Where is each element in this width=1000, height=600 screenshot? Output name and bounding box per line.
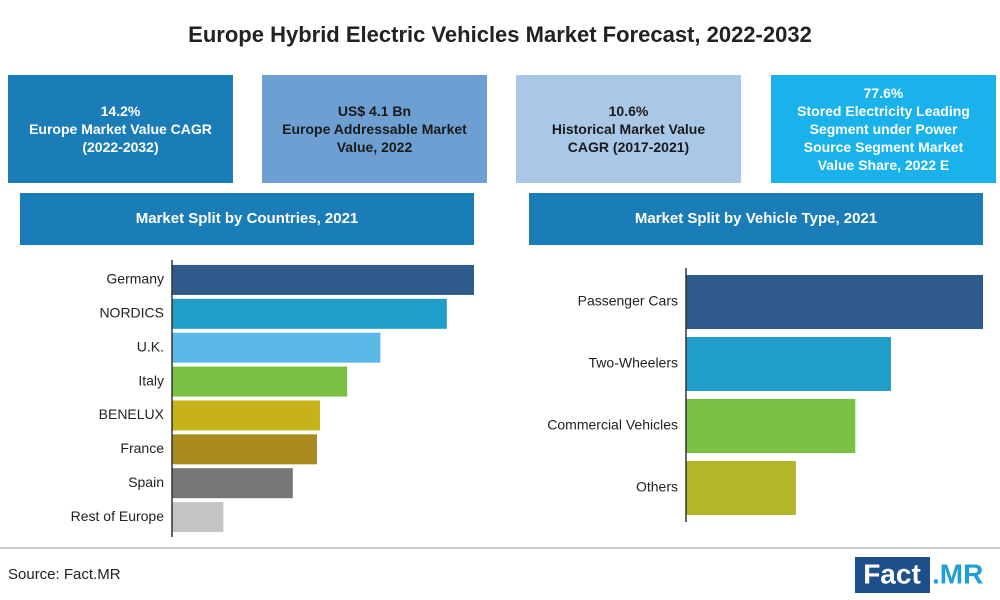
category-label: Commercial Vehicles (547, 417, 678, 433)
category-label: Spain (128, 474, 164, 490)
bar (686, 399, 856, 453)
bar (686, 337, 891, 391)
kpi-line: Segment under Power (809, 121, 958, 137)
kpi-line: Historical Market Value (551, 121, 706, 137)
category-label: Germany (106, 271, 164, 287)
kpi-box: US$ 4.1 Bn Europe Addressable Market Value… (262, 75, 487, 183)
bar (172, 502, 224, 533)
category-label: U.K. (137, 338, 164, 354)
section-header (20, 193, 474, 245)
logo-box (855, 557, 930, 593)
bar (172, 264, 474, 295)
logo-right: .MR (932, 558, 983, 589)
bar (172, 468, 293, 499)
section-header (529, 193, 983, 245)
kpi-line: 77.6% (863, 85, 904, 101)
kpi-line: CAGR (2017-2021) (567, 139, 690, 155)
kpi-line: Source Segment Market (803, 139, 964, 155)
bar (172, 400, 320, 431)
kpi-box: 77.6% Stored Electricity Leading Segment u… (771, 75, 996, 183)
kpi-line: US$ 4.1 Bn (337, 103, 412, 119)
kpi-line: Stored Electricity Leading (797, 103, 970, 119)
kpi-box: 10.6% Historical Market Value CAGR (2017-2… (516, 75, 741, 183)
kpi-box: 14.2% Europe Market Value CAGR (2022-2032) (8, 75, 233, 183)
kpi-line: (2022-2032) (82, 139, 159, 155)
logo-left: Fact (863, 558, 921, 589)
category-label: Passenger Cars (578, 293, 678, 309)
kpi-line: Value, 2022 (336, 139, 413, 155)
category-label: Two-Wheelers (589, 355, 678, 371)
kpi-line: Value Share, 2022 E (817, 157, 950, 173)
chart-title: Market Split by Vehicle Type, 2021 (635, 210, 877, 227)
bar (172, 332, 381, 363)
source: Source: Fact.MR (8, 566, 121, 583)
page-title: Europe Hybrid Electric Vehicles Market F… (188, 22, 812, 47)
bar (172, 366, 348, 397)
category-label: BENELUX (99, 406, 165, 422)
kpi-line: Europe Addressable Market (282, 121, 467, 137)
bar (172, 298, 447, 329)
category-label: NORDICS (99, 305, 164, 321)
bar (686, 275, 983, 329)
kpi-line: 10.6% (608, 103, 649, 119)
chart-title: Market Split by Countries, 2021 (136, 210, 359, 227)
bar (172, 434, 317, 465)
category-label: Italy (138, 372, 164, 388)
category-label: France (120, 440, 164, 456)
kpi-line: 14.2% (100, 103, 141, 119)
kpi-line: Europe Market Value CAGR (29, 121, 212, 137)
category-label: Rest of Europe (71, 508, 165, 524)
category-label: Others (636, 479, 678, 495)
bar (686, 461, 796, 515)
